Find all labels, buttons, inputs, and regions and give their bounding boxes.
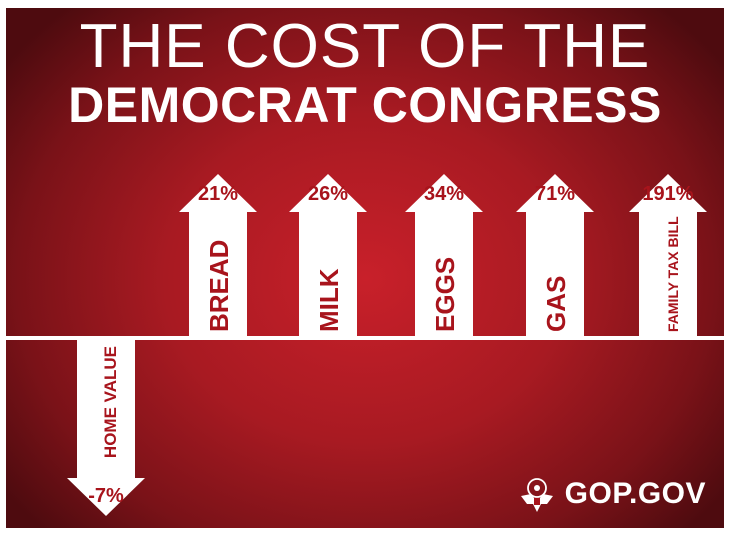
arrow-bar-eggs: 34% EGGS bbox=[405, 174, 483, 338]
value-label: 71% bbox=[535, 183, 575, 205]
category-label: MILK bbox=[314, 268, 344, 332]
title-line-2: DEMOCRAT CONGRESS bbox=[68, 77, 662, 133]
arrow-bar-milk: 26% MILK bbox=[289, 174, 367, 338]
brand: GOP.GOV bbox=[517, 474, 706, 514]
arrow-bar-family-tax-bill: 191% FAMILY TAX BILL bbox=[629, 174, 707, 338]
category-label: BREAD bbox=[204, 240, 234, 332]
value-label: 191% bbox=[642, 183, 693, 205]
arrow-chart: -7% HOME VALUE 21% BREAD 26% MILK 34% EGGS 71% GA… bbox=[6, 174, 724, 516]
arrow-bar-gas: 71% GAS bbox=[516, 174, 594, 338]
value-label: 26% bbox=[308, 183, 348, 205]
arrow-bar-bread: 21% BREAD bbox=[179, 174, 257, 338]
title-line-1: THE COST OF THE bbox=[79, 12, 651, 81]
arrow-shape bbox=[405, 174, 483, 338]
value-label: 21% bbox=[198, 183, 238, 205]
arrow-shape bbox=[289, 174, 367, 338]
eagle-seal-icon bbox=[520, 478, 553, 512]
category-label: HOME VALUE bbox=[101, 346, 120, 458]
arrow-shape bbox=[516, 174, 594, 338]
category-label: EGGS bbox=[430, 257, 460, 332]
arrow-shape bbox=[67, 338, 145, 516]
category-label: FAMILY TAX BILL bbox=[665, 216, 681, 332]
brand-label: GOP.GOV bbox=[564, 477, 706, 510]
arrow-shape bbox=[179, 174, 257, 338]
arrow-shape bbox=[629, 174, 707, 338]
category-label: GAS bbox=[541, 276, 571, 332]
value-label: 34% bbox=[424, 183, 464, 205]
arrow-bar-home-value: -7% HOME VALUE bbox=[67, 338, 145, 516]
value-label: -7% bbox=[88, 485, 124, 507]
poster: THE COST OF THE DEMOCRAT CONGRESS -7% HOM… bbox=[6, 8, 724, 528]
